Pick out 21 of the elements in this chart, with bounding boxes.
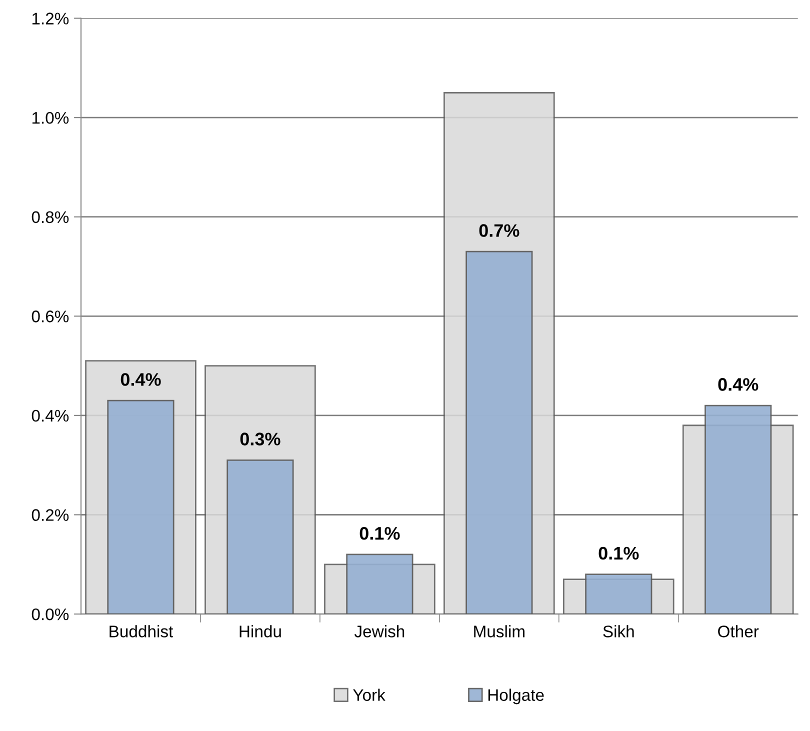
x-tick-label: Other <box>718 625 759 638</box>
data-label: 0.7% <box>479 224 520 237</box>
data-label: 0.1% <box>598 546 639 560</box>
y-tick-label: 1.0% <box>32 112 69 124</box>
data-label: 0.4% <box>718 378 758 391</box>
legend-label: Holgate <box>488 688 544 704</box>
legend-label: York <box>353 688 386 701</box>
x-tick-label: Sikh <box>603 625 634 638</box>
data-label: 0.3% <box>240 432 280 446</box>
y-tick-label: 0.4% <box>32 410 69 422</box>
data-label: 0.4% <box>120 373 161 386</box>
y-tick-label: 1.2% <box>32 12 69 24</box>
y-tick-label: 0.8% <box>32 211 69 224</box>
x-tick-label: Jewish <box>354 625 404 638</box>
x-tick-label: Hindu <box>240 625 281 638</box>
data-label: 0.1% <box>360 527 400 540</box>
x-tick-label: Buddhist <box>110 625 174 638</box>
y-tick-label: 0.2% <box>32 509 69 521</box>
x-tick-label: Muslim <box>474 625 524 638</box>
y-tick-label: 0.6% <box>32 310 69 322</box>
y-tick-label: 0.0% <box>32 608 69 620</box>
